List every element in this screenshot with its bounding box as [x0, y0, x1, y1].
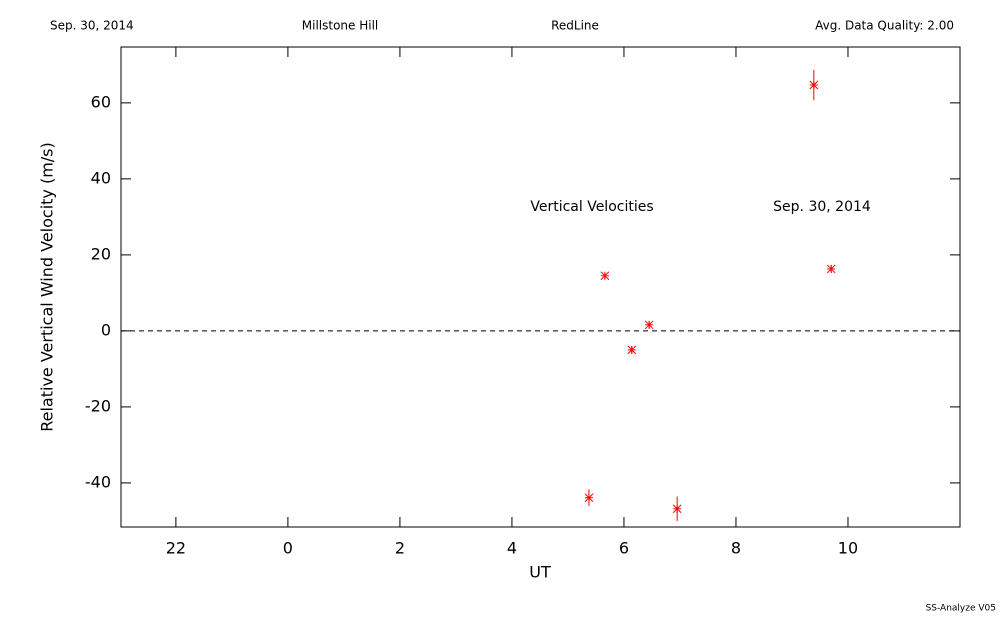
- marker: [826, 264, 836, 274]
- x-tick-label: 4: [507, 539, 517, 558]
- marker: [644, 320, 654, 330]
- marker: [672, 504, 682, 514]
- y-tick-label: -40: [85, 472, 111, 491]
- y-tick-label: 20: [91, 244, 111, 263]
- header-date: Sep. 30, 2014: [50, 19, 134, 33]
- marker: [584, 493, 594, 503]
- marker-stroke: [672, 504, 682, 514]
- annotation: Sep. 30, 2014: [773, 199, 871, 215]
- marker: [627, 345, 637, 355]
- header-quality: Avg. Data Quality: 2.00: [815, 19, 954, 33]
- x-tick-label: 0: [283, 539, 293, 558]
- x-tick-label: 22: [166, 539, 186, 558]
- y-axis-label: Relative Vertical Wind Velocity (m/s): [38, 142, 57, 432]
- footer: SS-Analyze V05: [926, 604, 996, 614]
- marker-stroke: [627, 345, 637, 355]
- marker: [600, 271, 610, 281]
- marker-stroke: [644, 320, 654, 330]
- x-tick-label: 10: [838, 539, 858, 558]
- x-axis-label: UT: [529, 563, 551, 582]
- marker-stroke: [584, 493, 594, 503]
- marker-stroke: [809, 80, 819, 90]
- x-tick-label: 6: [619, 539, 629, 558]
- marker: [809, 80, 819, 90]
- x-tick-label: 8: [731, 539, 741, 558]
- y-tick-label: 0: [101, 320, 111, 339]
- header-site: Millstone Hill: [302, 19, 378, 33]
- annotation: Vertical Velocities: [530, 199, 653, 215]
- marker-stroke: [600, 271, 610, 281]
- y-tick-label: 60: [91, 92, 111, 111]
- y-tick-label: -20: [85, 396, 111, 415]
- header-emission: RedLine: [551, 19, 599, 33]
- marker-stroke: [826, 264, 836, 274]
- y-tick-label: 40: [91, 168, 111, 187]
- x-tick-label: 2: [395, 539, 405, 558]
- plot-frame: [120, 46, 961, 528]
